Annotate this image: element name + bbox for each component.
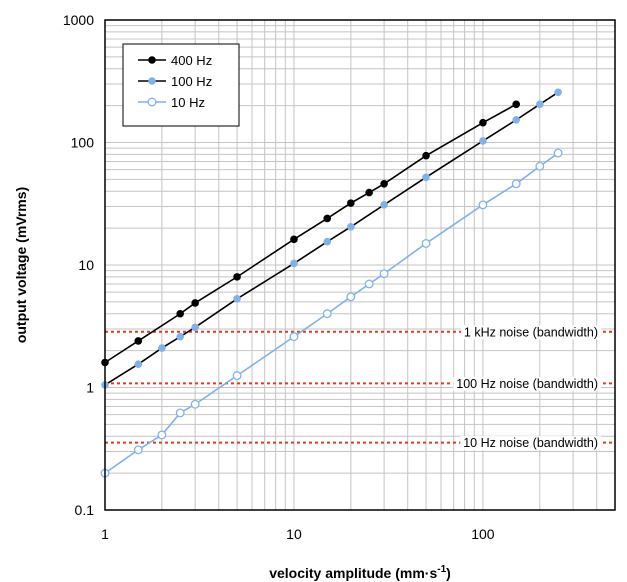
data-point [511, 179, 521, 189]
data-point [421, 238, 431, 248]
noise-label-bg [453, 376, 601, 391]
legend-label: 100 Hz [171, 74, 212, 89]
data-point [379, 269, 389, 279]
data-point [479, 118, 487, 127]
y-tick-label: 1 [86, 380, 94, 396]
plot-frame [104, 19, 616, 511]
series-line [104, 91, 559, 386]
x-axis-title-main: velocity amplitude (mm·s [269, 565, 437, 581]
data-point [176, 309, 184, 318]
x-axis-title-close: ) [446, 565, 451, 581]
data-point [323, 214, 332, 223]
data-point [133, 445, 143, 455]
data-point [422, 173, 430, 182]
data-point [479, 137, 487, 145]
data-point [191, 299, 199, 307]
data-point [134, 337, 143, 345]
data-point [512, 100, 520, 109]
legend-box [122, 43, 240, 127]
data-point [347, 199, 355, 207]
series-layer [100, 88, 563, 478]
data-point [176, 332, 184, 341]
data-point [346, 292, 356, 302]
x-axis-title-sup: -1 [437, 564, 446, 575]
data-point [380, 201, 388, 209]
data-point [134, 360, 143, 368]
data-point [365, 188, 373, 197]
y-tick-label: 100 [71, 135, 95, 151]
noise-label-bg [460, 325, 601, 340]
x-tick-label: 1 [101, 526, 109, 542]
legend-label: 400 Hz [171, 53, 212, 68]
y-tick-label: 10 [78, 257, 94, 273]
legend-label: 10 Hz [171, 95, 205, 110]
data-point [191, 323, 199, 332]
y-tick-label: 0.1 [75, 502, 95, 518]
data-point [364, 279, 374, 289]
legend: 400 Hz 100 Hz 10 Hz [122, 43, 240, 127]
noise-label: 10 Hz noise (bandwidth) [463, 436, 598, 450]
x-tick-label: 10 [286, 526, 302, 542]
data-point [175, 408, 185, 418]
x-tick-label: 100 [471, 526, 495, 542]
data-point [347, 223, 355, 231]
data-point [290, 235, 298, 244]
legend-marker [147, 97, 157, 107]
noise-label: 100 Hz noise (bandwidth) [456, 377, 598, 391]
data-point [422, 151, 430, 160]
data-point [157, 430, 167, 440]
data-point [190, 399, 200, 409]
data-point [323, 237, 332, 246]
noise-lines: 1 kHz noise (bandwidth) 100 Hz noise (ban… [105, 325, 615, 451]
tick-labels: 1 10 100 0.1 1 10 100 1000 [63, 12, 495, 542]
legend-marker [148, 77, 156, 85]
data-point [512, 116, 520, 124]
data-point [535, 161, 545, 171]
data-point [553, 148, 563, 158]
data-point [232, 371, 242, 381]
data-point [554, 88, 562, 97]
data-point [289, 332, 299, 342]
legend-marker [148, 56, 156, 64]
data-point [290, 259, 298, 268]
series-line [104, 103, 517, 364]
series-line [104, 152, 559, 474]
grid [105, 20, 616, 510]
data-point [233, 273, 241, 281]
data-point [380, 180, 388, 188]
data-point [158, 344, 166, 352]
data-point [233, 294, 241, 303]
data-point [536, 100, 544, 109]
data-point [478, 200, 488, 210]
data-point [322, 309, 332, 319]
noise-label: 1 kHz noise (bandwidth) [464, 325, 598, 339]
y-axis-title: output voltage (mVrms) [13, 187, 29, 343]
y-tick-label: 1000 [63, 12, 94, 28]
noise-label-bg [460, 436, 601, 451]
x-axis-title: velocity amplitude (mm·s-1) [269, 564, 451, 581]
